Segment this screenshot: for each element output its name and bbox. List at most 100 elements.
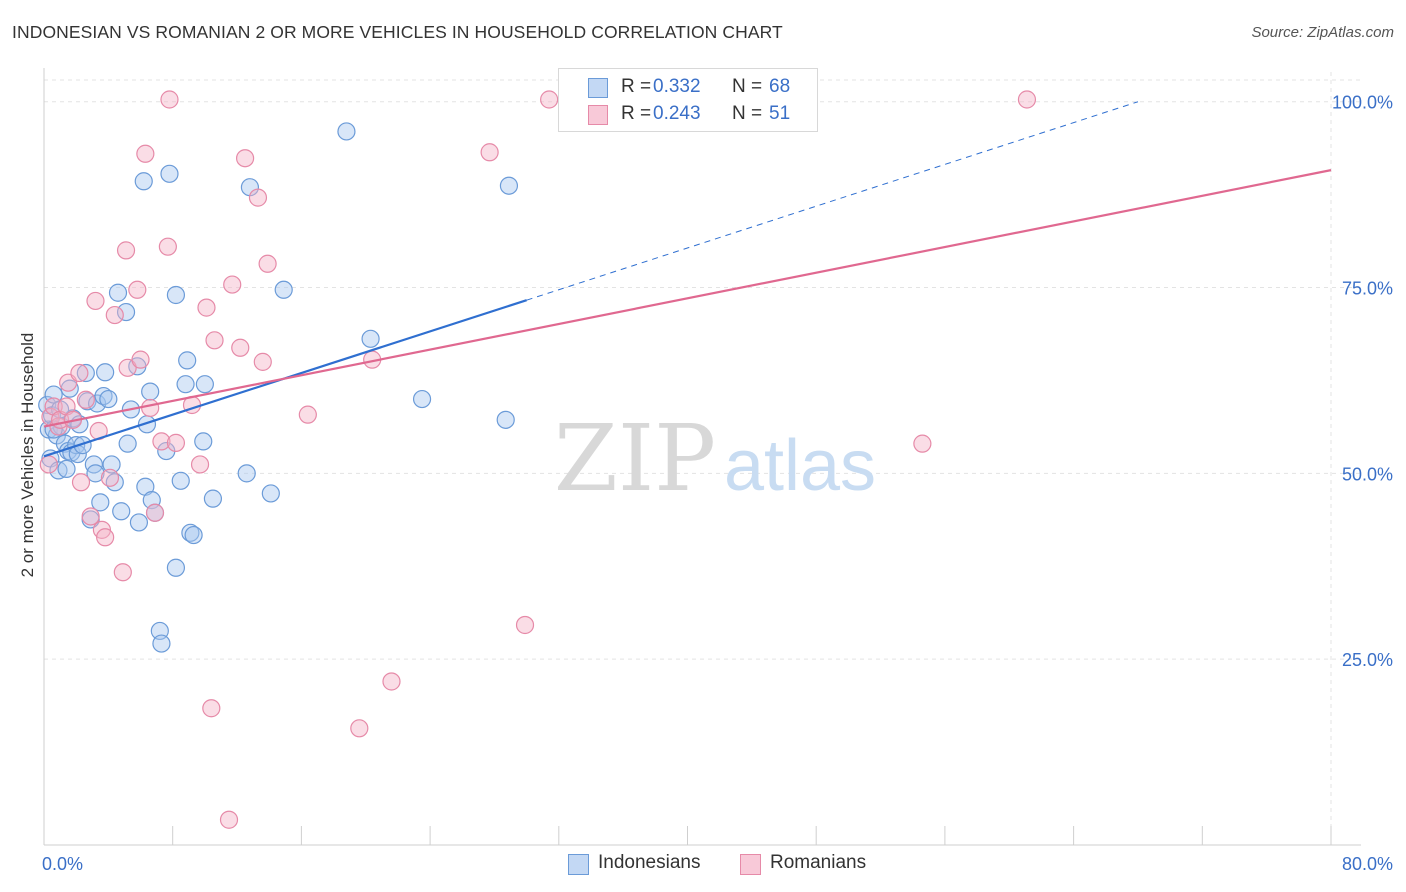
indonesian-point xyxy=(129,513,149,532)
indonesian-point xyxy=(166,285,186,305)
legend-swatch-indonesians xyxy=(568,854,589,875)
source-label: Source: ZipAtlas.com xyxy=(1251,24,1394,41)
indonesian-point xyxy=(134,172,153,191)
indonesian-point xyxy=(108,283,128,302)
y-tick-label: 75.0% xyxy=(1342,279,1393,299)
x-tick-label: 0.0% xyxy=(42,854,83,874)
indonesian-point xyxy=(152,634,171,653)
romanian-point xyxy=(480,143,499,162)
romanian-point xyxy=(39,455,58,474)
romanian-point xyxy=(258,254,277,273)
romanian-point xyxy=(100,468,120,487)
legend-row-romanians: R = 0.243 N = 51 xyxy=(559,101,817,127)
romanian-trend-line xyxy=(43,169,1332,428)
romanian-point xyxy=(298,405,317,424)
indonesian-point xyxy=(361,329,380,348)
indonesian-point xyxy=(496,410,515,429)
romanian-point xyxy=(86,291,105,311)
y-tick-label: 100.0% xyxy=(1332,93,1393,113)
r-label: R = xyxy=(621,103,652,124)
legend-swatch-romanians xyxy=(740,854,761,875)
chart-title: INDONESIAN VS ROMANIAN 2 OR MORE VEHICLE… xyxy=(12,22,783,42)
romanian-point xyxy=(116,241,136,260)
romanian-point xyxy=(118,358,137,377)
watermark-atlas: atlas xyxy=(724,426,876,506)
n-label: N = xyxy=(732,103,763,124)
trend-lines xyxy=(43,101,1332,458)
romanian-point xyxy=(382,672,401,691)
y-tick-label: 50.0% xyxy=(1342,464,1393,484)
r-value: 0.332 xyxy=(653,76,701,97)
indonesian-point xyxy=(91,493,110,512)
romanian-point xyxy=(152,432,171,451)
watermark-zip: ZIP xyxy=(554,405,716,512)
romanian-point xyxy=(197,298,216,317)
romanian-point xyxy=(128,280,147,299)
legend-label-indonesians: Indonesians xyxy=(598,852,701,873)
indonesian-point xyxy=(160,164,179,183)
legend-label-romanians: Romanians xyxy=(770,852,867,873)
indonesian-point xyxy=(261,484,280,503)
romanian-point xyxy=(145,503,165,522)
romanian-point xyxy=(160,90,179,109)
romanian-point xyxy=(158,237,177,256)
stats-legend: R = 0.332 N = 68 R = 0.243 N = 51 xyxy=(558,68,818,132)
romanian-point xyxy=(76,390,95,409)
indonesian-point xyxy=(96,363,115,382)
romanian-point xyxy=(540,90,559,109)
indonesian-point xyxy=(178,351,197,370)
romanian-point xyxy=(515,615,535,635)
indonesian-point xyxy=(141,382,160,401)
romanian-point xyxy=(141,398,160,418)
indonesian-point xyxy=(176,375,195,394)
indonesian-point xyxy=(87,394,107,413)
romanian-point xyxy=(1017,90,1037,109)
romanian-point xyxy=(105,305,124,325)
tick-labels: 25.0% 50.0% 75.0% 100.0% 0.0% 80.0% xyxy=(42,93,1393,874)
romanian-point xyxy=(71,473,91,492)
indonesian-point xyxy=(94,386,113,406)
romanian-point xyxy=(253,352,272,371)
legend-swatch-pink xyxy=(588,105,608,125)
indonesian-point xyxy=(171,471,190,490)
romanian-point xyxy=(70,363,89,383)
romanian-point xyxy=(248,188,268,207)
romanian-point xyxy=(205,331,224,350)
romanian-point xyxy=(113,563,132,582)
legend-row-indonesians: R = 0.332 N = 68 xyxy=(559,74,817,100)
indonesian-point xyxy=(195,375,214,394)
y-tick-label: 25.0% xyxy=(1342,650,1393,670)
x-tick-label: 80.0% xyxy=(1342,854,1393,874)
romanian-point xyxy=(235,149,255,168)
romanian-point xyxy=(223,275,242,294)
grid-lines xyxy=(44,72,1361,845)
indonesian-point xyxy=(73,436,92,455)
indonesian-point xyxy=(181,523,200,542)
indonesian-point xyxy=(86,464,105,483)
indonesian-point xyxy=(99,389,118,409)
romanian-point xyxy=(202,699,221,718)
axes xyxy=(43,68,1361,846)
romanian-point xyxy=(190,455,210,474)
indonesian-point xyxy=(76,363,95,383)
indonesian-point xyxy=(116,302,136,322)
indonesian-point xyxy=(203,489,223,508)
indonesian-point xyxy=(184,525,203,545)
romanian-point xyxy=(231,338,250,357)
n-value: 68 xyxy=(769,76,791,97)
indonesian-point xyxy=(194,432,213,451)
romanian-point xyxy=(96,528,115,547)
indonesian-point xyxy=(237,464,256,483)
r-label: R = xyxy=(621,76,652,97)
romanian-point xyxy=(913,434,932,453)
romanian-point xyxy=(350,719,369,738)
romanian-point xyxy=(166,433,186,452)
indonesian-point xyxy=(57,459,76,479)
romanian-point xyxy=(81,507,100,526)
romanian-point xyxy=(219,810,239,829)
indonesian-point xyxy=(60,379,79,398)
romanian-point xyxy=(136,144,155,163)
indonesian-point xyxy=(166,558,186,577)
indonesian-point xyxy=(118,434,137,453)
